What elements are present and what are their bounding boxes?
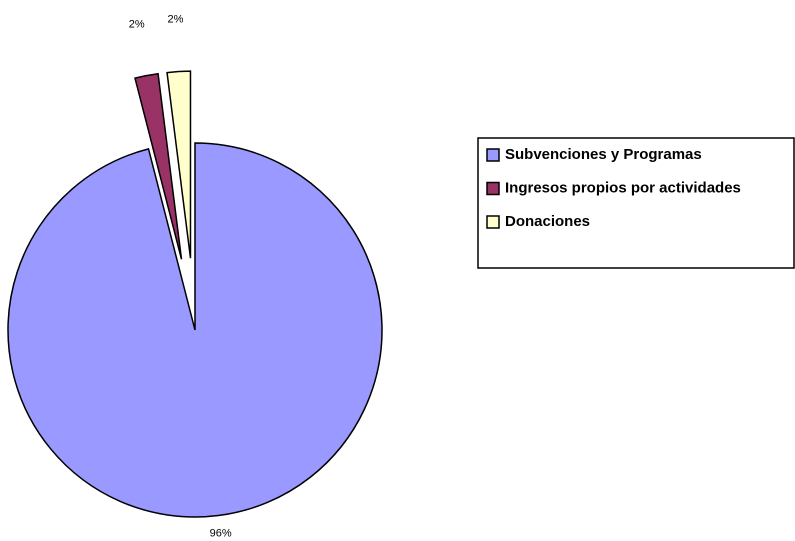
pie-slice	[166, 70, 192, 259]
legend-swatch	[486, 215, 500, 229]
data-label: 2%	[168, 14, 184, 26]
pie-slice	[7, 142, 383, 518]
legend-label: Subvenciones y Programas	[505, 146, 702, 163]
legend-box	[477, 137, 795, 269]
data-label: 2%	[129, 18, 145, 30]
pie-slice	[134, 72, 183, 260]
legend-label: Donaciones	[505, 213, 590, 230]
data-label: 96%	[210, 527, 232, 539]
legend-label: Ingresos propios por actividades	[505, 179, 741, 196]
legend-swatch	[486, 148, 500, 162]
legend-swatch	[486, 181, 500, 196]
